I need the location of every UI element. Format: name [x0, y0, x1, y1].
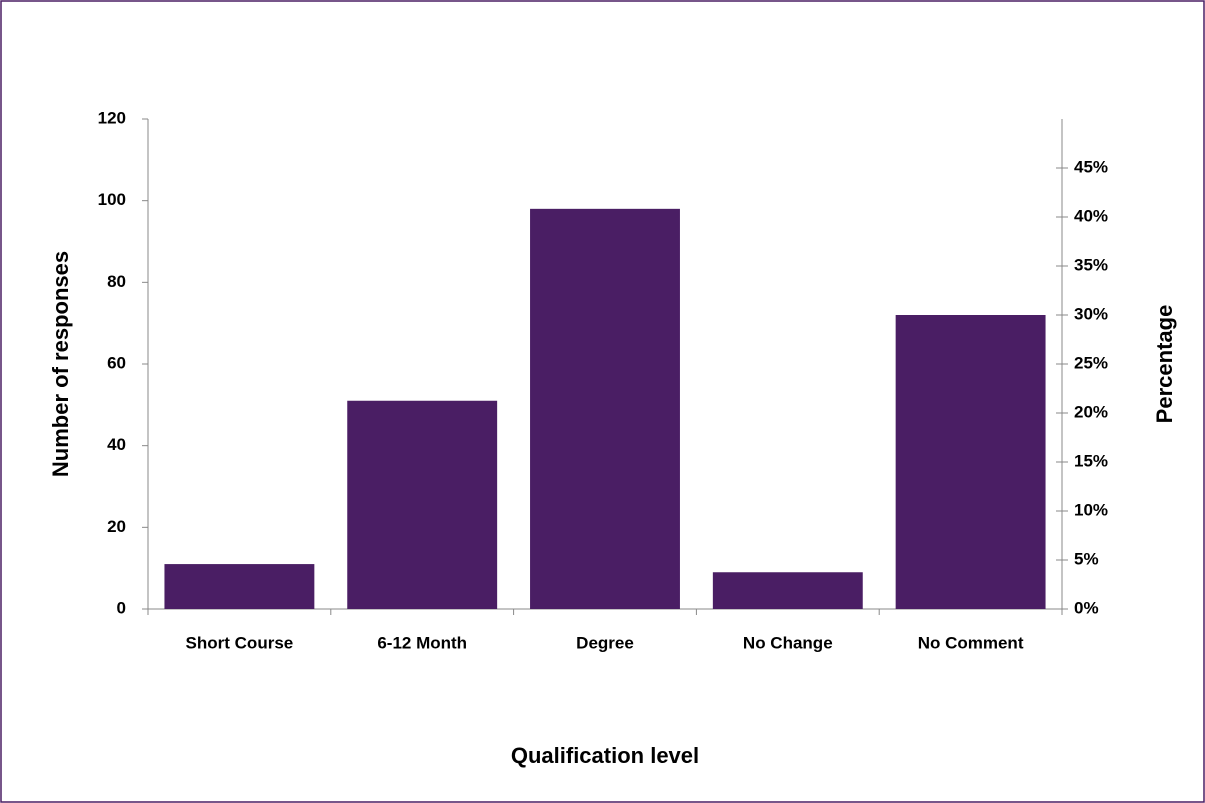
- y-tick-label: 80: [107, 272, 126, 291]
- bar: [164, 564, 315, 609]
- x-tick-label: No Comment: [918, 633, 1024, 652]
- y-tick-label: 20: [107, 517, 126, 536]
- y-axis-title: Number of responses: [48, 251, 73, 477]
- x-tick-label: Short Course: [186, 633, 294, 652]
- y2-tick-label: 35%: [1074, 255, 1108, 274]
- y-tick-label: 60: [107, 353, 126, 372]
- bar: [712, 572, 863, 609]
- y2-tick-label: 25%: [1074, 353, 1108, 372]
- y-tick-label: 100: [98, 190, 126, 209]
- bar: [895, 315, 1046, 609]
- y2-tick-label: 10%: [1074, 500, 1108, 519]
- y-tick-label: 120: [98, 108, 126, 127]
- y2-tick-label: 40%: [1074, 206, 1108, 225]
- x-axis-title: Qualification level: [511, 743, 699, 768]
- y2-tick-label: 0%: [1074, 598, 1099, 617]
- x-tick-label: 6-12 Month: [377, 633, 467, 652]
- bar: [347, 400, 498, 609]
- y2-tick-label: 20%: [1074, 402, 1108, 421]
- bar: [530, 208, 680, 610]
- x-tick-label: Degree: [576, 633, 634, 652]
- y2-axis-title: Percentage: [1152, 305, 1177, 424]
- y2-tick-label: 5%: [1074, 549, 1099, 568]
- y-tick-label: 0: [117, 598, 126, 617]
- y2-tick-label: 45%: [1074, 157, 1108, 176]
- y2-tick-label: 30%: [1074, 304, 1108, 323]
- y2-tick-label: 15%: [1074, 451, 1108, 470]
- x-tick-label: No Change: [743, 633, 833, 652]
- y-tick-label: 40: [107, 435, 126, 454]
